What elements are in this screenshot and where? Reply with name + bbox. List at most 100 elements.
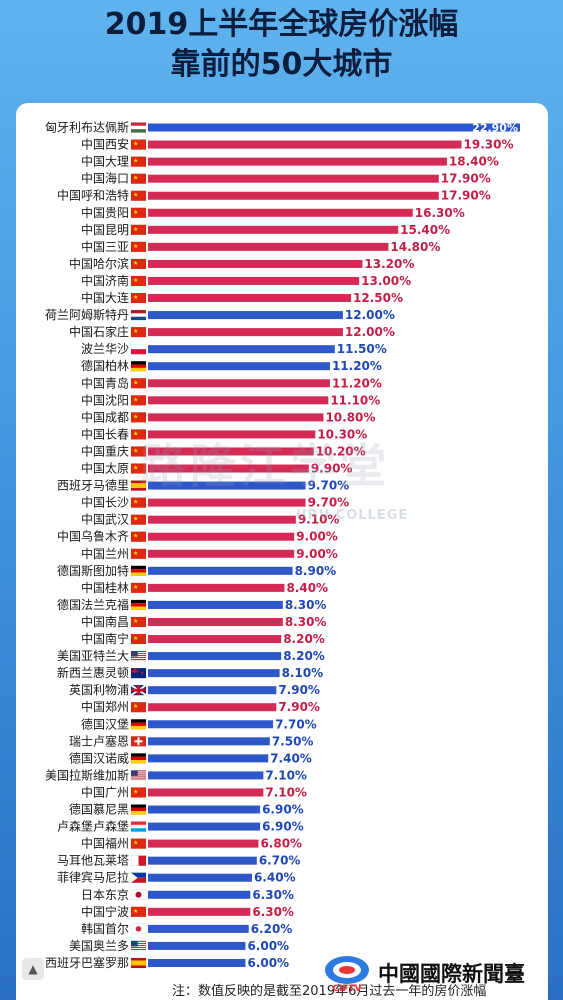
- flag-icon: ★: [130, 497, 147, 508]
- title-line-2: 靠前的50大城市: [170, 47, 393, 82]
- category-label: 中国乌鲁木齐: [57, 529, 129, 544]
- value-label: 7.10%: [265, 768, 307, 782]
- category-label: 美国亚特兰大: [57, 648, 129, 663]
- value-label: 7.90%: [278, 700, 320, 714]
- value-label: 9.70%: [308, 479, 350, 493]
- flag-icon: ★: [130, 701, 147, 713]
- flag-icon: [130, 667, 147, 679]
- bar: [148, 157, 447, 166]
- category-label: 中国石家庄: [69, 324, 129, 339]
- svg-text:★: ★: [133, 550, 138, 557]
- bar: [148, 839, 259, 848]
- bar: [148, 788, 264, 797]
- flag-icon: ★: [130, 838, 147, 849]
- value-label: 22.90%: [472, 122, 518, 135]
- bar: [148, 941, 246, 950]
- value-label: 17.90%: [441, 189, 491, 203]
- svg-text:★: ★: [133, 499, 138, 506]
- flag-icon: ★: [130, 514, 147, 525]
- category-label: 西班牙巴塞罗那: [45, 955, 129, 970]
- bar: [148, 379, 330, 388]
- bar: [148, 242, 389, 251]
- bar: [148, 140, 462, 149]
- bar: [148, 737, 270, 746]
- category-label: 中国哈尔滨: [69, 256, 129, 271]
- scroll-up-button[interactable]: ▲: [22, 958, 44, 980]
- svg-text:★: ★: [133, 618, 138, 625]
- value-label: 14.80%: [390, 240, 440, 254]
- category-label: 菲律宾马尼拉: [57, 870, 129, 885]
- category-label: 德国柏林: [81, 358, 129, 373]
- bar: [148, 191, 439, 200]
- bar: [148, 413, 324, 422]
- svg-text:★: ★: [133, 192, 138, 199]
- bar: [148, 703, 277, 712]
- bar: [148, 873, 252, 882]
- value-label: 10.30%: [317, 427, 367, 441]
- bar: [148, 447, 314, 456]
- value-label: 15.40%: [400, 223, 450, 237]
- svg-text:★: ★: [133, 277, 138, 284]
- category-label: 中国海口: [81, 171, 129, 186]
- category-label: 中国桂林: [81, 580, 129, 595]
- flag-icon: ★: [130, 616, 147, 628]
- bar: [148, 822, 261, 831]
- category-label: 马耳他瓦莱塔: [57, 854, 129, 868]
- category-label: 瑞士卢塞恩: [69, 733, 129, 748]
- value-label: 12.50%: [353, 291, 403, 305]
- svg-text:★: ★: [133, 908, 138, 915]
- svg-text:★: ★: [133, 243, 138, 250]
- svg-text:★: ★: [133, 158, 138, 165]
- bar: [148, 311, 343, 320]
- svg-text:★: ★: [133, 533, 138, 540]
- category-label: 中国福州: [81, 836, 129, 851]
- category-label: 中国大理: [81, 154, 129, 169]
- title-line-1: 2019上半年全球房价涨幅: [104, 7, 459, 42]
- svg-text:★: ★: [133, 294, 138, 301]
- value-label: 9.70%: [308, 496, 350, 510]
- category-label: 中国南昌: [81, 614, 129, 629]
- category-label: 波兰华沙: [81, 342, 129, 356]
- flag-icon: ★: [130, 548, 147, 560]
- value-label: 8.30%: [285, 598, 327, 612]
- bar: [148, 754, 269, 763]
- category-label: 中国太原: [81, 461, 129, 476]
- category-label: 荷兰阿姆斯特丹: [45, 307, 129, 322]
- value-label: 8.90%: [295, 564, 337, 578]
- bar: [148, 583, 285, 592]
- svg-text:★: ★: [133, 396, 138, 403]
- value-label: 9.00%: [296, 530, 338, 544]
- category-label: 韩国首尔: [81, 921, 129, 936]
- category-label: 德国汉堡: [81, 716, 129, 731]
- flag-icon: [130, 940, 147, 952]
- category-label: 中国昆明: [81, 222, 129, 237]
- flag-icon: [130, 360, 147, 372]
- svg-text:★: ★: [133, 141, 138, 148]
- value-label: 13.00%: [361, 274, 411, 288]
- flag-icon: [130, 923, 147, 935]
- bar: [148, 890, 251, 899]
- value-label: 6.90%: [262, 820, 304, 834]
- flag-icon: [130, 736, 147, 747]
- value-label: 8.30%: [285, 615, 327, 629]
- value-label: 6.20%: [251, 922, 293, 936]
- value-label: 8.10%: [282, 666, 324, 680]
- category-label: 中国大连: [81, 290, 129, 305]
- bar: [148, 515, 296, 524]
- bar: [148, 771, 264, 780]
- bar: [148, 208, 413, 217]
- flag-icon: ★: [130, 207, 147, 219]
- watermark-en: URU COLLEGE: [296, 508, 409, 523]
- category-label: 匈牙利布达佩斯: [45, 121, 129, 135]
- category-label: 德国汉诺威: [69, 750, 129, 765]
- flag-icon: ★: [130, 190, 147, 201]
- bar: [148, 464, 309, 473]
- flag-icon: [130, 719, 147, 730]
- flag-icon: ★: [130, 446, 147, 457]
- svg-text:★: ★: [133, 209, 138, 216]
- category-label: 中国成都: [81, 409, 129, 424]
- value-label: 17.90%: [441, 172, 491, 186]
- station-logo: CIFTV 中國國際新聞臺: [322, 950, 558, 996]
- category-label: 中国济南: [81, 273, 129, 288]
- flag-icon: ★: [130, 139, 147, 150]
